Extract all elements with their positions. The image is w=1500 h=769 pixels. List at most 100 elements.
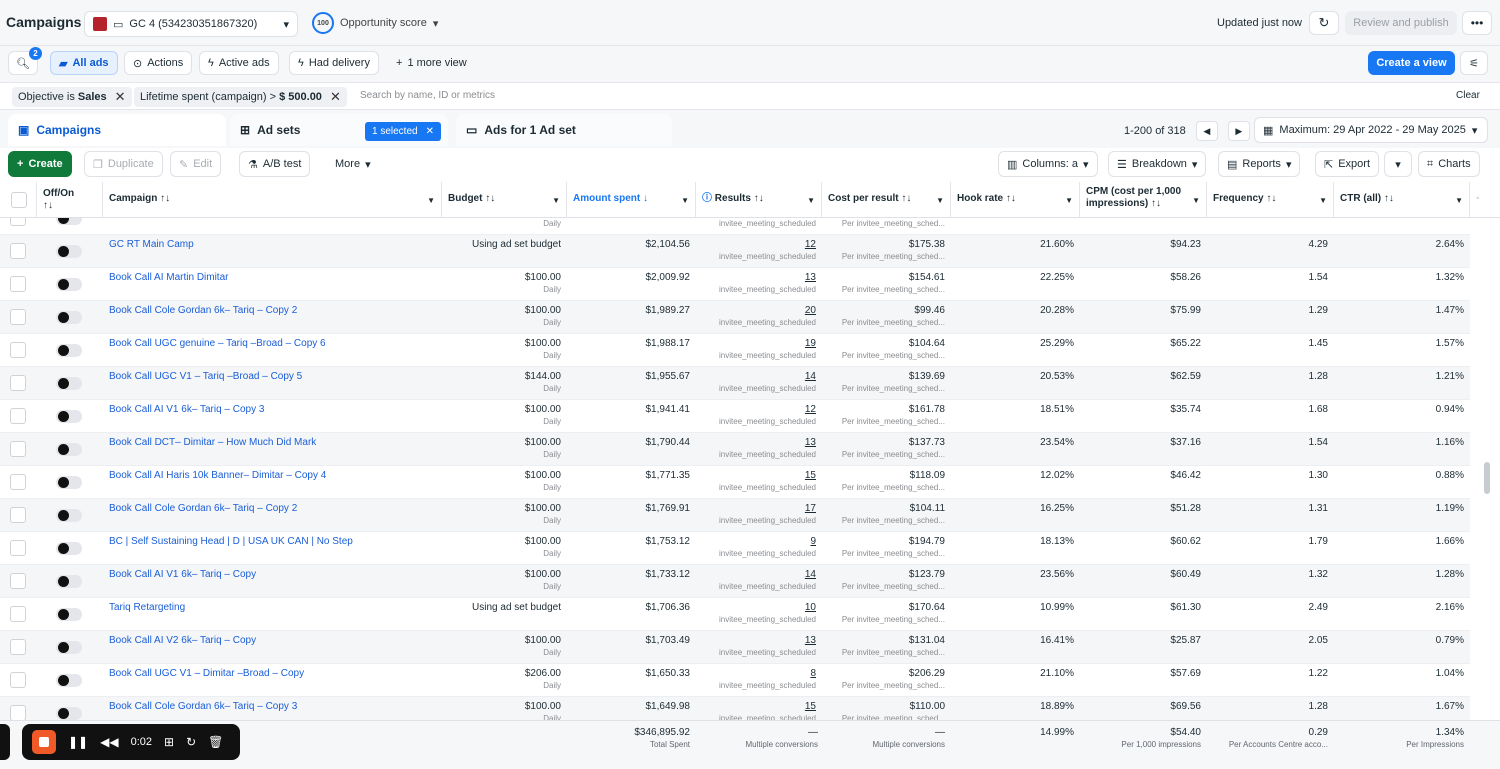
column-header-off-on[interactable]: Off/On ↑↓ <box>37 182 103 218</box>
campaign-name-link[interactable]: Book Call AI V1 6k– Tariq – Copy <box>109 569 257 580</box>
row-checkbox[interactable] <box>10 507 26 523</box>
column-header-budget[interactable]: Budget ↑↓ ▼ <box>442 182 567 218</box>
table-row[interactable]: Book Call Cole Gordan 6k– Tariq – Copy 2… <box>0 499 1470 532</box>
results-value[interactable]: 19 <box>804 338 816 349</box>
column-header-cost-per-result[interactable]: Cost per result ↑↓ ▼ <box>822 182 951 218</box>
row-checkbox[interactable] <box>10 441 26 457</box>
grid-icon[interactable]: ⊞ <box>164 735 175 749</box>
column-header-cpm[interactable]: CPM (cost per 1,000 impressions) ↑↓ ▼ <box>1080 182 1207 218</box>
opportunity-score[interactable]: 100 Opportunity score ▾ <box>312 12 438 34</box>
view-actions[interactable]: ⊙ Actions <box>124 51 193 75</box>
table-row[interactable]: Book Call UGC genuine – Tariq –Broad – C… <box>0 334 1470 367</box>
on-off-toggle[interactable] <box>56 311 82 324</box>
on-off-toggle[interactable] <box>56 641 82 654</box>
table-row[interactable]: Book Call AI V2 6k– Tariq – Copy $100.00 D… <box>0 631 1470 664</box>
prev-page-button[interactable]: ◀ <box>1195 121 1218 141</box>
table-row[interactable]: Tariq Retargeting Using ad set budget $1,7… <box>0 598 1470 631</box>
on-off-toggle[interactable] <box>56 476 82 489</box>
column-header-campaign[interactable]: Campaign ↑↓ ▼ <box>103 182 442 218</box>
results-value[interactable]: 15 <box>804 701 816 712</box>
table-row[interactable]: Book Call Cole Gordan 6k– Tariq – Copy 3… <box>0 697 1470 720</box>
next-page-button[interactable]: ▶ <box>1227 121 1250 141</box>
rewind-icon[interactable]: ◀◀ <box>100 735 119 749</box>
create-button[interactable]: + Create <box>8 151 72 177</box>
on-off-toggle[interactable] <box>56 344 82 357</box>
on-off-toggle[interactable] <box>56 674 82 687</box>
close-icon[interactable]: ✕ <box>425 126 434 137</box>
row-checkbox[interactable] <box>10 474 26 490</box>
more-button[interactable]: More ▾ <box>326 151 380 177</box>
charts-button[interactable]: ⌗ Charts <box>1418 151 1480 177</box>
on-off-toggle[interactable] <box>56 575 82 588</box>
results-value[interactable]: 13 <box>804 437 816 448</box>
duplicate-button[interactable]: ❐ Duplicate <box>84 151 163 177</box>
results-value[interactable]: 14 <box>804 371 816 382</box>
column-settings[interactable]: ◦ <box>1470 182 1500 218</box>
results-value[interactable]: 13 <box>804 272 816 283</box>
column-header-hook-rate[interactable]: Hook rate ↑↓ ▼ <box>951 182 1080 218</box>
stop-recording-button[interactable] <box>32 730 56 754</box>
campaign-name-link[interactable]: Book Call DCT– Dimitar – How Much Did Ma… <box>109 437 317 448</box>
selected-count-chip[interactable]: 1 selected ✕ <box>365 122 441 141</box>
results-value[interactable]: 10 <box>804 602 816 613</box>
on-off-toggle[interactable] <box>56 608 82 621</box>
campaign-name-link[interactable]: Book Call UGC genuine – Tariq –Broad – C… <box>109 338 326 349</box>
on-off-toggle[interactable] <box>56 245 82 258</box>
row-checkbox[interactable] <box>10 243 26 259</box>
view-had-delivery[interactable]: ϟ Had delivery <box>289 51 379 75</box>
reports-button[interactable]: ▤ Reports ▾ <box>1218 151 1301 177</box>
more-options-button[interactable]: ••• <box>1462 11 1492 35</box>
column-header-frequency[interactable]: Frequency ↑↓ ▼ <box>1207 182 1334 218</box>
campaign-name-link[interactable]: Book Call AI Martin Dimitar <box>109 272 229 283</box>
view-more[interactable]: + 1 more view <box>387 51 476 75</box>
restart-icon[interactable]: ↻ <box>186 735 197 749</box>
row-checkbox[interactable] <box>10 375 26 391</box>
results-value[interactable]: 17 <box>804 503 816 514</box>
table-row[interactable]: Book Call AI V1 6k– Tariq – Copy 3 $100.0… <box>0 400 1470 433</box>
table-row[interactable]: BC | Self Sustaining Head | D | USA UK C… <box>0 532 1470 565</box>
view-settings-button[interactable]: ⚟ <box>1460 51 1488 75</box>
tab-ads[interactable]: ▭ Ads for 1 Ad set <box>456 114 672 146</box>
column-header-ctr[interactable]: CTR (all) ↑↓ ▼ <box>1334 182 1470 218</box>
account-selector[interactable]: ▭ GC 4 (534230351867320) ▾ <box>84 11 298 37</box>
results-value[interactable]: 14 <box>804 569 816 580</box>
campaign-name-link[interactable]: Book Call AI Haris 10k Banner– Dimitar –… <box>109 470 327 481</box>
close-icon[interactable]: ✕ <box>114 89 126 104</box>
column-header-amount-spent[interactable]: Amount spent ↓ ▼ <box>567 182 696 218</box>
search-button[interactable]: 🔍︎ 2 <box>8 47 42 75</box>
campaign-name-link[interactable]: BC | Self Sustaining Head | D | USA UK C… <box>109 536 353 547</box>
row-checkbox[interactable] <box>10 408 26 424</box>
view-active-ads[interactable]: ϟ Active ads <box>199 51 279 75</box>
columns-button[interactable]: ▥ Columns: a ▾ <box>998 151 1098 177</box>
close-icon[interactable]: ✕ <box>329 89 341 104</box>
campaign-name-link[interactable]: Tariq Retargeting <box>109 602 186 613</box>
campaign-name-link[interactable]: Book Call AI V1 6k– Tariq – Copy 3 <box>109 404 265 415</box>
pause-icon[interactable]: ❚❚ <box>68 735 89 749</box>
table-row[interactable]: Book Call Cole Gordan 6k– Tariq – Copy 2… <box>0 301 1470 334</box>
refresh-button[interactable]: ↻ <box>1309 11 1339 35</box>
trash-icon[interactable]: 🗑︎ <box>208 735 224 749</box>
table-row[interactable]: Book Call DCT– Dimitar – How Much Did Ma… <box>0 433 1470 466</box>
on-off-toggle[interactable] <box>56 509 82 522</box>
date-range-picker[interactable]: ▦ Maximum: 29 Apr 2022 - 29 May 2025 ▾ <box>1254 117 1488 143</box>
row-checkbox[interactable] <box>10 606 26 622</box>
filter-chip-objective[interactable]: Objective is Sales ✕ <box>12 87 132 107</box>
row-checkbox[interactable] <box>10 342 26 358</box>
on-off-toggle[interactable] <box>56 410 82 423</box>
results-value[interactable]: 12 <box>804 239 816 250</box>
table-row[interactable]: GC RT Main Camp Using ad set budget $2,104… <box>0 235 1470 268</box>
scrollbar-thumb[interactable] <box>1484 462 1490 494</box>
on-off-toggle[interactable] <box>56 443 82 456</box>
table-row[interactable]: Book Call AI V1 6k– Tariq – Copy $100.00 D… <box>0 565 1470 598</box>
campaign-name-link[interactable]: Book Call Cole Gordan 6k– Tariq – Copy 2 <box>109 305 298 316</box>
row-checkbox[interactable] <box>10 540 26 556</box>
results-value[interactable]: 13 <box>804 635 816 646</box>
results-value[interactable]: 8 <box>810 668 816 679</box>
breakdown-button[interactable]: ☰ Breakdown ▾ <box>1108 151 1207 177</box>
on-off-toggle[interactable] <box>56 707 82 720</box>
row-checkbox[interactable] <box>10 276 26 292</box>
select-all-checkbox[interactable] <box>11 192 27 208</box>
results-value[interactable]: 20 <box>804 305 816 316</box>
results-value[interactable]: 12 <box>804 404 816 415</box>
create-view-button[interactable]: Create a view <box>1368 51 1455 75</box>
